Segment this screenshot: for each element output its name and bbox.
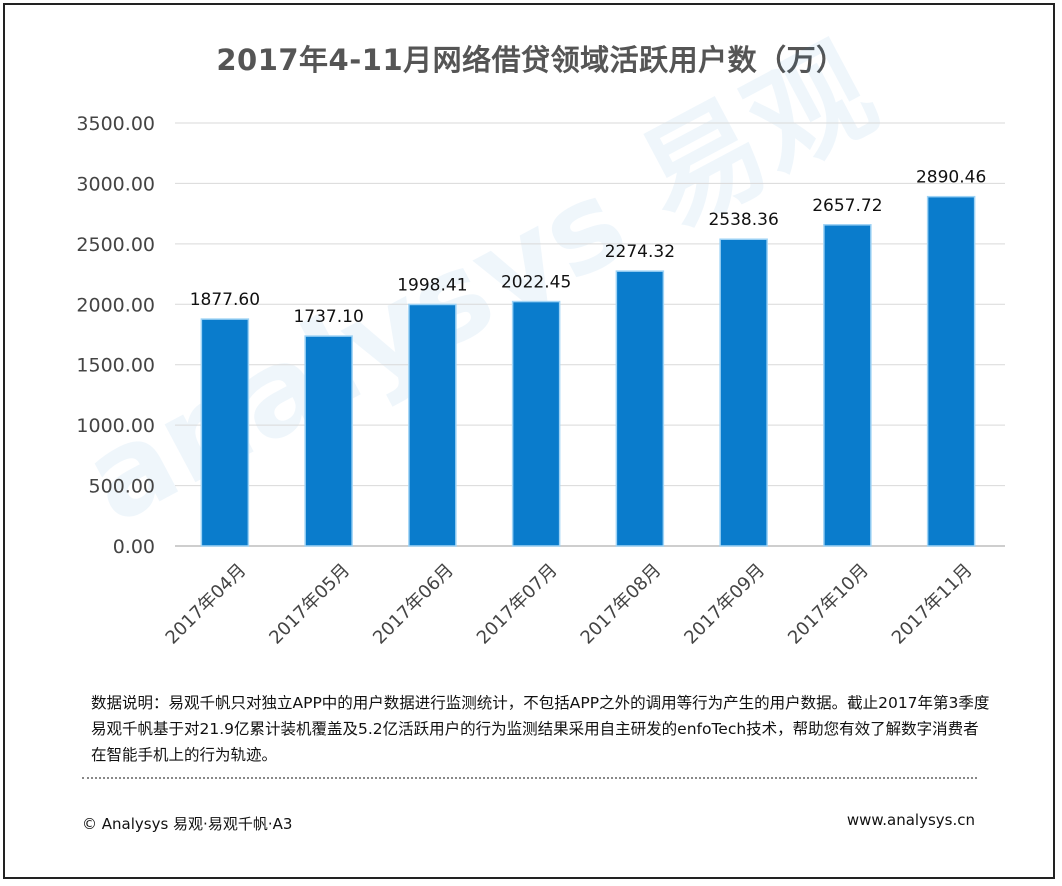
data-labels: 1877.60 1737.10 1998.41 2022.45 2274.32 2538.… xyxy=(190,168,987,327)
svg-text:analysys 易观: analysys 易观 xyxy=(63,20,896,551)
data-label: 1737.10 xyxy=(293,307,363,327)
x-tick-label: 2017年08月 xyxy=(577,560,666,649)
copyright-text: © Analysys 易观·易观千帆·A3 xyxy=(82,815,293,833)
x-tick-label: 2017年10月 xyxy=(784,560,873,649)
bars xyxy=(200,195,976,547)
bar xyxy=(719,238,768,547)
data-label: 2890.46 xyxy=(916,168,986,188)
y-axis: 0.00 500.00 1000.00 1500.00 2000.00 2500.00 30… xyxy=(76,113,155,558)
y-tick-label: 3000.00 xyxy=(76,173,155,195)
data-label: 1877.60 xyxy=(190,290,260,310)
bar xyxy=(926,195,976,547)
data-label: 2657.72 xyxy=(812,196,882,216)
chart-title: 2017年4-11月网络借贷领域活跃用户数（万） xyxy=(216,43,846,77)
x-tick-label: 2017年05月 xyxy=(265,560,354,649)
bar xyxy=(304,335,353,547)
x-tick-label: 2017年07月 xyxy=(473,560,562,649)
y-tick-label: 1500.00 xyxy=(76,355,155,377)
analysys-watermark: analysys 易观 xyxy=(63,20,896,551)
x-tick-label: 2017年09月 xyxy=(680,560,769,649)
data-label: 2274.32 xyxy=(605,242,675,262)
bar xyxy=(511,300,561,547)
x-tick-label: 2017年04月 xyxy=(162,560,251,649)
y-tick-label: 1000.00 xyxy=(76,415,155,437)
chart-frame: 2017年4-11月网络借贷领域活跃用户数（万） analysys 易观 0.0… xyxy=(3,3,1055,879)
data-label: 1998.41 xyxy=(397,275,467,295)
bar xyxy=(408,303,457,547)
data-label: 2538.36 xyxy=(708,210,778,230)
x-tick-label: 2017年11月 xyxy=(888,560,977,649)
y-tick-label: 2000.00 xyxy=(76,294,155,316)
x-tick-label: 2017年06月 xyxy=(369,560,458,649)
y-tick-label: 0.00 xyxy=(113,536,155,558)
x-axis: 2017年04月 2017年05月 2017年06月 2017年07月 2017年08月… xyxy=(162,560,977,649)
y-tick-label: 500.00 xyxy=(89,476,155,498)
bar xyxy=(615,270,665,547)
dotted-divider xyxy=(82,777,977,779)
website-link[interactable]: www.analysys.cn xyxy=(846,811,975,829)
bar-chart: analysys 易观 0.00 500.00 1000.00 1500.00 2000… xyxy=(63,20,1005,649)
data-label: 2022.45 xyxy=(501,273,571,293)
y-tick-label: 2500.00 xyxy=(76,234,155,256)
bar xyxy=(823,224,872,547)
y-tick-label: 3500.00 xyxy=(76,113,155,135)
data-note: 数据说明：易观千帆只对独立APP中的用户数据进行监测统计，不包括APP之外的调用… xyxy=(91,694,990,764)
bar xyxy=(200,318,250,547)
